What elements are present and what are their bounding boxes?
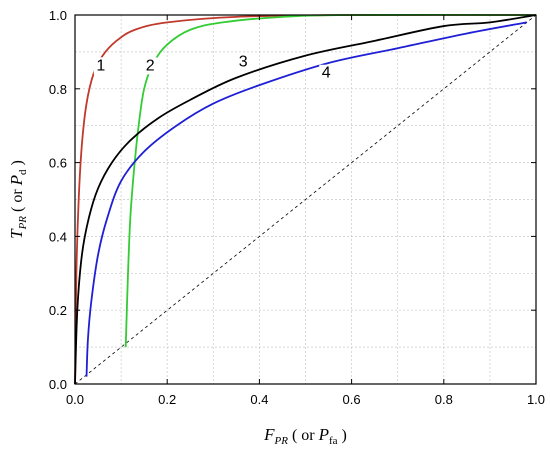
x-tick-label: 0.8 xyxy=(435,392,453,407)
y-tick-label: 0.2 xyxy=(49,303,67,318)
y-axis-title-sub: PR xyxy=(17,216,29,231)
x-tick-label: 0.6 xyxy=(343,392,361,407)
y-tick-label: 1.0 xyxy=(49,8,67,23)
diagonal-reference-line xyxy=(74,14,537,385)
curve-label-bg xyxy=(319,64,334,82)
y-axis-title-sub2: d xyxy=(17,169,29,175)
curve-label-2: 2 xyxy=(146,57,155,74)
x-tick-label: 0.4 xyxy=(250,392,268,407)
y-axis-title-main2: P xyxy=(7,175,26,186)
x-tick-label: 1.0 xyxy=(527,392,545,407)
tick-group: 0.0 0.2 0.4 0.6 0.8 1.0 0.0 0.2 0.4 0.6 0.8 1.0 xyxy=(49,8,545,407)
x-axis-title-main: F xyxy=(263,425,275,444)
curve-label-group: 1 2 3 4 xyxy=(93,53,334,82)
curve-label-bg xyxy=(236,53,251,71)
x-axis-title-close: ) xyxy=(338,427,347,444)
curve-label-bg xyxy=(143,57,158,75)
y-tick-label: 0.4 xyxy=(49,229,67,244)
y-axis-title-open: ( or xyxy=(9,185,26,216)
curve-3 xyxy=(74,14,537,385)
x-axis-title-main2: P xyxy=(318,425,329,444)
x-axis-title: FPR ( or Pfa ) xyxy=(263,425,347,447)
grid-lines xyxy=(75,15,536,384)
curve-label-1: 1 xyxy=(96,57,105,74)
curve-label-3: 3 xyxy=(239,54,248,71)
plot-frame xyxy=(74,14,537,385)
y-axis-title-close: ) xyxy=(9,160,26,169)
x-tick-label: 0.2 xyxy=(158,392,176,407)
y-tick-label: 0.0 xyxy=(49,377,67,392)
y-tick-label: 0.6 xyxy=(49,156,67,171)
x-axis-title-sub2: fa xyxy=(329,435,338,447)
y-tick-label: 0.8 xyxy=(49,82,67,97)
curve-label-bg xyxy=(93,57,108,75)
x-tick-label: 0.0 xyxy=(66,392,84,407)
curve-label-4: 4 xyxy=(322,65,331,82)
y-axis-title-main: T xyxy=(7,228,26,239)
x-axis-title-sub: PR xyxy=(274,435,289,447)
x-axis-title-open: ( or xyxy=(288,427,319,444)
curve-4 xyxy=(85,21,527,377)
y-axis-title: TPR ( or Pd ) xyxy=(7,160,29,239)
